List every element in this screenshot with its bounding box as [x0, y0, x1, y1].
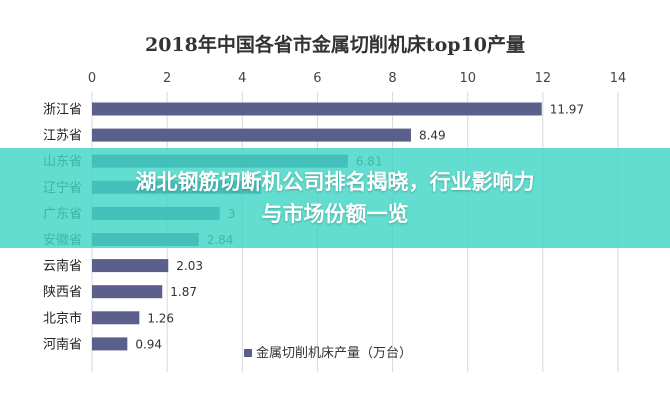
- bar: [92, 128, 411, 142]
- x-tick-label: 10: [459, 71, 476, 86]
- value-label: 1.26: [147, 311, 174, 325]
- x-tick-label: 8: [388, 71, 396, 86]
- bar: [92, 311, 140, 325]
- headline-line-2: 与市场份额一览: [261, 202, 409, 226]
- headline-banner: 湖北钢筋切断机公司排名揭晓，行业影响力 与市场份额一览: [0, 148, 670, 248]
- category-label: 云南省: [43, 258, 82, 274]
- category-label: 江苏省: [43, 128, 82, 144]
- x-tick-label: 2: [163, 71, 171, 86]
- value-label: 2.03: [176, 259, 203, 273]
- headline-line-1: 湖北钢筋切断机公司排名揭晓，行业影响力: [135, 170, 535, 194]
- bar: [92, 259, 169, 273]
- value-label: 1.87: [170, 285, 197, 299]
- x-tick-label: 0: [88, 71, 96, 86]
- x-tick-label: 14: [610, 71, 627, 86]
- bar: [92, 285, 163, 299]
- category-label: 浙江省: [43, 103, 82, 118]
- category-label: 陕西省: [43, 285, 82, 300]
- chart-title: 2018年中国各省市金属切削机床top10产量: [144, 34, 526, 56]
- bar: [92, 102, 542, 116]
- value-label: 8.49: [419, 129, 446, 143]
- x-tick-label: 4: [238, 71, 246, 86]
- x-tick-label: 6: [313, 71, 321, 86]
- bar: [92, 337, 128, 351]
- legend-label: 金属切削机床产量（万台）: [256, 345, 412, 361]
- legend-swatch: [244, 349, 252, 357]
- category-label: 河南省: [43, 336, 82, 352]
- value-label: 11.97: [550, 103, 584, 117]
- category-label: 北京市: [43, 310, 82, 326]
- x-tick-label: 12: [535, 71, 552, 86]
- value-label: 0.94: [135, 337, 162, 351]
